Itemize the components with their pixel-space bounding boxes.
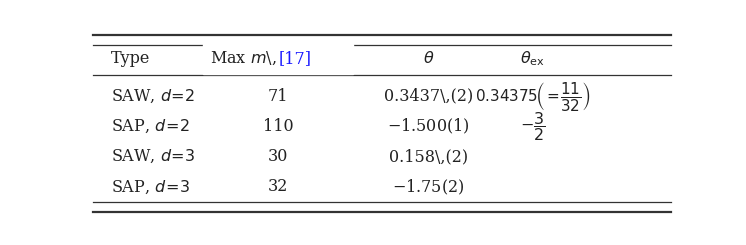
Text: 30: 30 [268,148,289,165]
Text: $\theta_{\rm ex}$: $\theta_{\rm ex}$ [520,49,545,68]
Text: Max $m$\,[17]: Max $m$\,[17] [228,49,328,68]
Text: SAW, $d\!=\!3$: SAW, $d\!=\!3$ [110,148,195,165]
Text: 71: 71 [268,88,289,105]
Text: 0.3437\,(2): 0.3437\,(2) [384,88,473,105]
Text: 32: 32 [268,178,289,196]
Text: [17]: [17] [278,50,311,67]
Text: Max $m$\,: Max $m$\, [210,50,278,67]
Text: $0.34375\!\left(=\!\dfrac{11}{32}\right)$: $0.34375\!\left(=\!\dfrac{11}{32}\right)… [475,80,590,113]
Text: $-$1.500(1): $-$1.500(1) [387,117,470,136]
Text: $-\dfrac{3}{2}$: $-\dfrac{3}{2}$ [520,110,545,143]
Text: 110: 110 [263,118,294,135]
Text: 0.158\,(2): 0.158\,(2) [389,148,468,165]
Bar [203,44,354,74]
Text: SAP, $d\!=\!3$: SAP, $d\!=\!3$ [110,178,189,196]
Text: $-$1.75(2): $-$1.75(2) [392,177,465,196]
Text: Type: Type [110,50,150,67]
Text: $\theta$: $\theta$ [423,50,434,67]
Text: SAW, $d\!=\!2$: SAW, $d\!=\!2$ [110,88,195,105]
Text: SAP, $d\!=\!2$: SAP, $d\!=\!2$ [110,118,189,135]
